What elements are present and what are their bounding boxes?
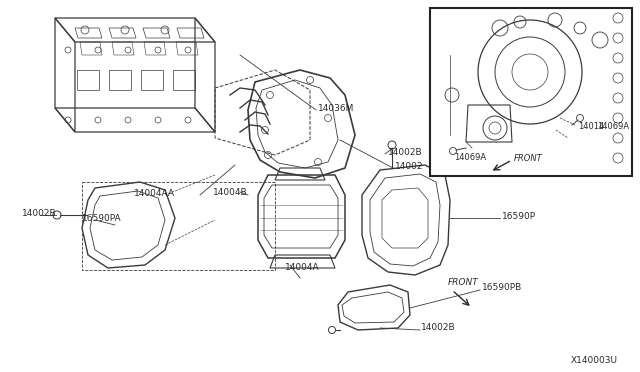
Text: FRONT: FRONT (514, 154, 543, 163)
Text: 14002B: 14002B (388, 148, 422, 157)
Text: 14069A: 14069A (597, 122, 629, 131)
Text: 16590P: 16590P (502, 212, 536, 221)
Text: 14004A: 14004A (285, 263, 319, 272)
Text: 14002B: 14002B (22, 208, 56, 218)
Text: 14004B: 14004B (213, 187, 248, 196)
Text: 14002: 14002 (395, 161, 424, 170)
Bar (430, 8, 632, 176)
Text: 14014: 14014 (578, 122, 604, 131)
Text: 14036M: 14036M (318, 103, 355, 112)
Text: 16590PB: 16590PB (482, 283, 522, 292)
Text: 14004AA: 14004AA (134, 189, 175, 198)
Text: 16590PA: 16590PA (82, 214, 122, 222)
Text: FRONT: FRONT (448, 278, 479, 287)
Text: X140003U: X140003U (571, 356, 618, 365)
Text: 14069A: 14069A (454, 153, 486, 161)
Text: 14002B: 14002B (421, 324, 456, 333)
